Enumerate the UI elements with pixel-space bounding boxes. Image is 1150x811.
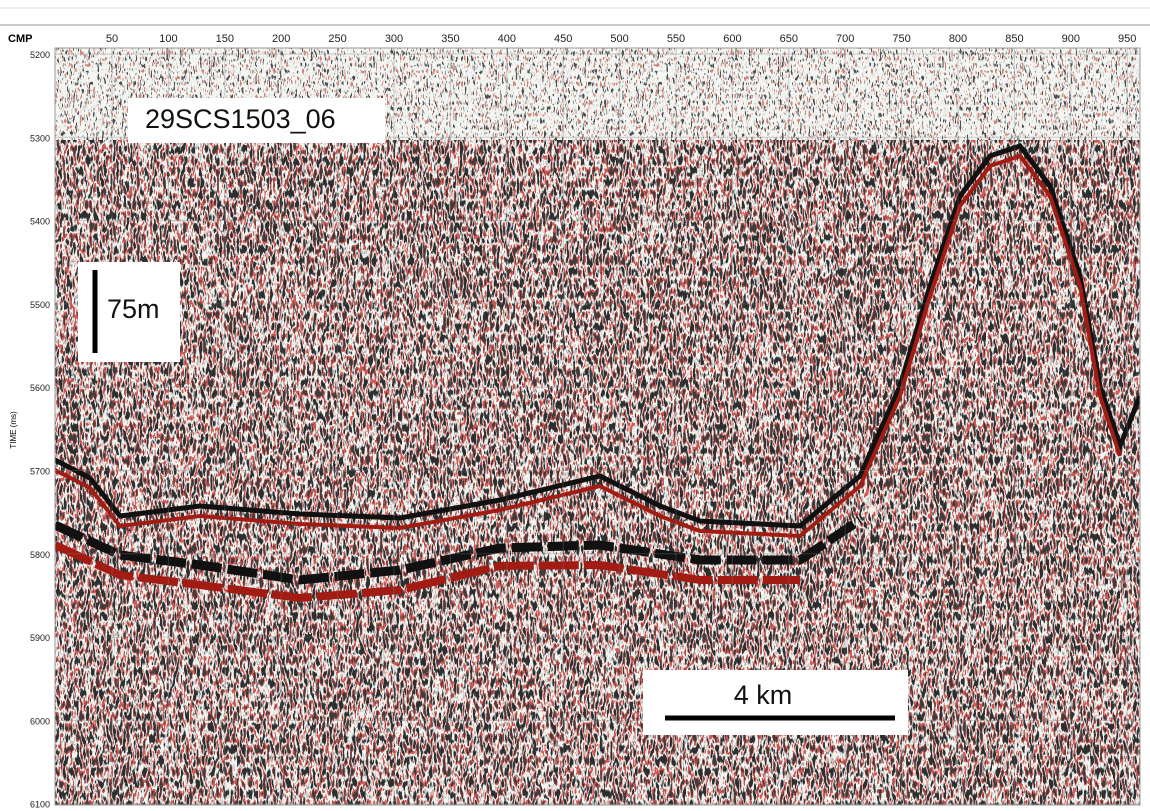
x-tick-label: 400 (498, 33, 516, 45)
y-axis-label: TIME (ms) (9, 411, 18, 449)
y-tick-label: 5800 (30, 550, 50, 560)
x-tick-label: 200 (272, 33, 290, 45)
x-tick-label: 700 (836, 33, 854, 45)
x-tick-label: 600 (723, 33, 741, 45)
x-tick-label: 650 (780, 33, 798, 45)
x-tick-label: 350 (441, 33, 459, 45)
horizontal-scale: 4 km (734, 680, 793, 710)
x-tick-label: 300 (385, 33, 403, 45)
x-tick-label: 50 (106, 33, 118, 45)
y-tick-label: 5600 (30, 383, 50, 393)
x-tick-label: 800 (949, 33, 967, 45)
x-tick-label: 250 (328, 33, 346, 45)
seismic-figure: CMP TIME (ms) 29SCS1503_06 75m 4 km 50 10… (0, 0, 1150, 811)
y-tick-label: 5300 (30, 133, 50, 143)
vertical-scale: 75m (107, 294, 160, 324)
x-tick-label: 100 (159, 33, 177, 45)
y-tick-label: 5500 (30, 300, 50, 310)
x-tick-label: 900 (1062, 33, 1080, 45)
x-tick-label: 950 (1118, 33, 1136, 45)
x-tick-label: 750 (892, 33, 910, 45)
x-tick-label: 850 (1005, 33, 1023, 45)
y-tick-label: 5900 (30, 633, 50, 643)
y-tick-label: 5700 (30, 467, 50, 477)
y-tick-label: 5400 (30, 217, 50, 227)
y-tick-label: 6000 (30, 716, 50, 726)
y-tick-label: 6100 (30, 800, 50, 810)
y-tick-label: 5200 (30, 50, 50, 60)
x-tick-label: 500 (610, 33, 628, 45)
x-tick-label: 150 (216, 33, 234, 45)
seismic-section (55, 48, 1140, 805)
line-name: 29SCS1503_06 (145, 104, 336, 134)
x-tick-label: 550 (667, 33, 685, 45)
x-tick-label: 450 (554, 33, 572, 45)
x-axis-label: CMP (8, 33, 32, 45)
